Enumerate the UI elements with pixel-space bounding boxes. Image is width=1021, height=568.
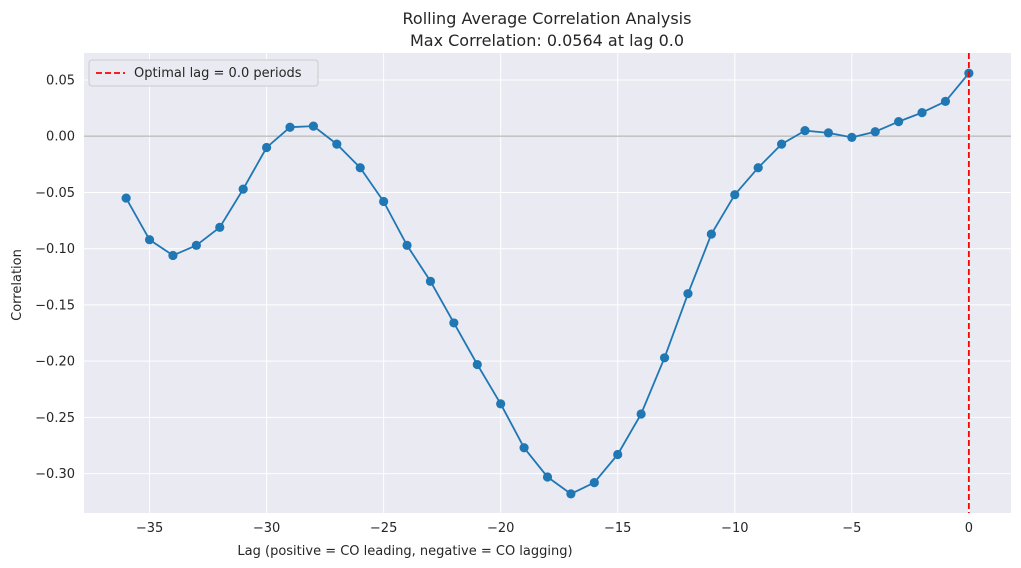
correlation-data-point: [191, 240, 201, 250]
correlation-data-point: [753, 163, 763, 173]
correlation-data-point: [332, 139, 342, 149]
correlation-data-point: [168, 250, 178, 261]
correlation-data-point: [730, 190, 740, 200]
plot-area: [84, 53, 1011, 513]
correlation-data-point: [613, 449, 623, 460]
y-tick-label: −0.30: [35, 467, 75, 482]
correlation-data-point: [402, 240, 412, 250]
correlation-data-point: [238, 184, 248, 194]
correlation-data-point: [894, 117, 904, 127]
y-tick-label: 0.05: [46, 73, 75, 88]
y-tick-label: −0.05: [35, 186, 75, 201]
y-tick-label: −0.25: [35, 411, 75, 426]
correlation-data-point: [144, 235, 155, 245]
x-tick-label: −5: [842, 521, 861, 536]
correlation-data-point: [800, 126, 810, 136]
correlation-data-point: [285, 122, 295, 132]
chart-title: Rolling Average Correlation Analysis: [403, 9, 692, 28]
correlation-data-point: [636, 409, 646, 419]
y-tick-label: −0.20: [35, 355, 75, 370]
x-tick-label: −15: [604, 521, 631, 536]
correlation-data-point: [847, 132, 857, 142]
correlation-data-point: [566, 489, 576, 499]
y-tick-label: −0.10: [35, 242, 75, 257]
correlation-data-point: [870, 127, 880, 137]
chart-subtitle: Max Correlation: 0.0564 at lag 0.0: [410, 31, 684, 50]
y-axis-label: Correlation: [10, 249, 25, 321]
correlation-data-point: [449, 318, 459, 328]
legend-optimal-label: Optimal lag = 0.0 periods: [134, 66, 302, 81]
legend-box: [88, 59, 319, 87]
correlation-data-point: [308, 121, 319, 131]
correlation-data-point: [496, 399, 506, 409]
x-tick-label: −35: [136, 521, 163, 536]
correlation-data-point: [589, 478, 599, 488]
correlation-data-point: [215, 222, 225, 232]
correlation-data-point: [659, 353, 670, 363]
x-tick-label: −20: [487, 521, 514, 536]
x-tick-label: −30: [253, 521, 280, 536]
y-tick-label: 0.00: [46, 130, 75, 145]
x-tick-label: −25: [370, 521, 397, 536]
correlation-data-point: [776, 139, 787, 149]
tick-labels: −35 −30 −25 −20 −15 −10 −5 0 0.05 0.00 −0.05 −0.10 −…: [35, 73, 973, 536]
correlation-data-point: [706, 229, 716, 239]
x-tick-label: 0: [965, 521, 973, 536]
series-layer: [121, 53, 974, 513]
correlation-data-point: [121, 193, 131, 203]
correlation-data-point: [472, 359, 482, 370]
correlation-data-point: [261, 142, 272, 153]
x-tick-label: −10: [721, 521, 748, 536]
legend: Optimal lag = 0.0 periods: [88, 59, 319, 87]
correlation-data-point: [425, 276, 436, 286]
correlation-data-point: [683, 289, 693, 299]
correlation-data-point: [379, 196, 389, 207]
correlation-data-point: [519, 443, 529, 453]
correlation-data-point: [823, 128, 834, 138]
correlation-data-point: [940, 96, 951, 106]
correlation-data-point: [917, 108, 927, 118]
correlation-data-point: [355, 163, 365, 173]
y-tick-label: −0.15: [35, 298, 75, 313]
x-axis-label: Lag (positive = CO leading, negative = C…: [237, 544, 572, 559]
correlation-data-point: [542, 472, 553, 482]
